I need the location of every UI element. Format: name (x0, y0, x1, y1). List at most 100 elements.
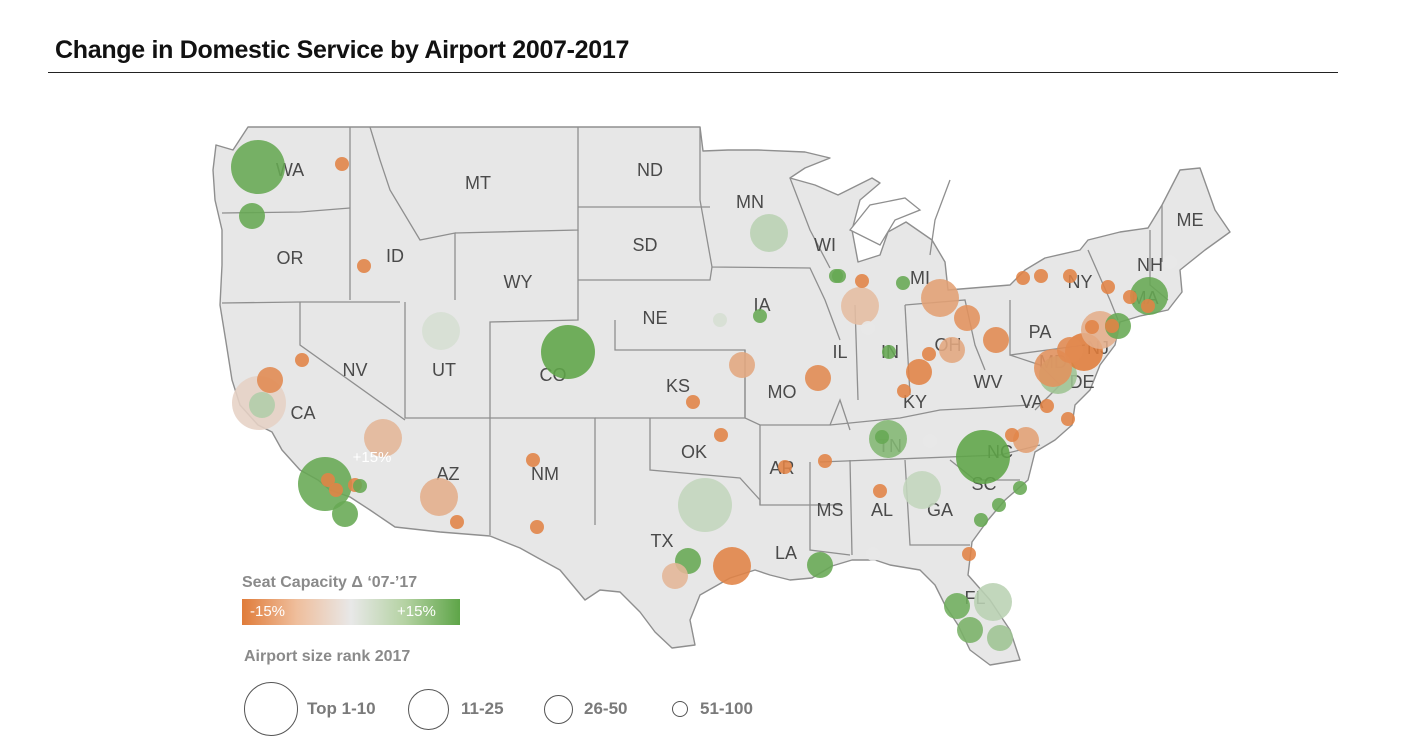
airport-bubble[interactable] (257, 367, 283, 393)
airport-bubble[interactable] (750, 214, 788, 252)
airport-bubble[interactable] (882, 345, 896, 359)
airport-bubble[interactable] (805, 365, 831, 391)
airport-bubble[interactable] (357, 259, 371, 273)
state-label-me: ME (1177, 210, 1204, 230)
airport-bubble[interactable] (420, 478, 458, 516)
airport-bubble[interactable] (332, 501, 358, 527)
airport-bubble[interactable] (903, 471, 941, 509)
airport-bubble[interactable] (364, 419, 402, 457)
airport-bubble[interactable] (983, 327, 1009, 353)
airport-bubble[interactable] (713, 547, 751, 585)
airport-bubble[interactable] (1061, 412, 1075, 426)
state-label-wi: WI (814, 235, 836, 255)
airport-bubble[interactable] (321, 473, 335, 487)
airport-bubble[interactable] (1016, 271, 1030, 285)
airport-bubble[interactable] (231, 140, 285, 194)
legend-max-label: +15% (397, 603, 436, 620)
page-title: Change in Domestic Service by Airport 20… (55, 36, 630, 64)
airport-bubble[interactable] (422, 312, 460, 350)
airport-bubble[interactable] (922, 347, 936, 361)
state-label-sd: SD (632, 235, 657, 255)
airport-bubble[interactable] (1005, 428, 1019, 442)
airport-bubble[interactable] (875, 430, 889, 444)
airport-bubble[interactable] (353, 479, 367, 493)
airport-bubble[interactable] (530, 520, 544, 534)
airport-bubble[interactable] (1123, 290, 1137, 304)
airport-bubble[interactable] (956, 430, 1010, 484)
state-label-ut: UT (432, 360, 456, 380)
airport-bubble[interactable] (329, 483, 343, 497)
size-label-11-25: 11-25 (461, 699, 504, 718)
airport-bubble[interactable] (807, 552, 833, 578)
state-label-ky: KY (903, 392, 927, 412)
airport-bubble[interactable] (541, 325, 595, 379)
state-label-id: ID (386, 246, 404, 266)
airport-bubble[interactable] (992, 498, 1006, 512)
airport-bubble[interactable] (841, 287, 879, 325)
legend-color-title: Seat Capacity Δ ‘07-’17 (242, 574, 418, 591)
airport-bubble[interactable] (239, 203, 265, 229)
airport-bubble[interactable] (957, 617, 983, 643)
airport-bubble[interactable] (987, 625, 1013, 651)
airport-bubble[interactable] (873, 484, 887, 498)
airport-bubble[interactable] (962, 547, 976, 561)
airport-bubble[interactable] (753, 309, 767, 323)
airport-bubble[interactable] (1105, 319, 1119, 333)
title-divider (48, 72, 1338, 73)
airport-bubble[interactable] (1034, 269, 1048, 283)
state-label-va: VA (1021, 392, 1044, 412)
airport-bubble[interactable] (944, 593, 970, 619)
size-label-top10: Top 1-10 (307, 699, 376, 718)
airport-bubble[interactable] (866, 547, 880, 561)
airport-bubble[interactable] (450, 515, 464, 529)
airport-bubble[interactable] (897, 384, 911, 398)
airport-bubble[interactable] (662, 563, 688, 589)
airport-bubble[interactable] (1130, 277, 1168, 315)
airport-bubble[interactable] (714, 428, 728, 442)
airport-bubble[interactable] (1057, 337, 1083, 363)
airport-bubble[interactable] (832, 269, 846, 283)
size-label-51-100: 51-100 (700, 699, 753, 718)
airport-bubble[interactable] (1163, 255, 1177, 269)
airport-bubble[interactable] (921, 279, 959, 317)
airport-bubble[interactable] (906, 359, 932, 385)
airport-bubble[interactable] (678, 478, 732, 532)
airport-bubble[interactable] (1063, 269, 1077, 283)
airport-bubble[interactable] (1085, 320, 1099, 334)
airport-bubble[interactable] (686, 395, 700, 409)
airport-bubble[interactable] (939, 337, 965, 363)
size-label-26-50: 26-50 (584, 699, 628, 718)
airport-bubble[interactable] (729, 352, 755, 378)
state-label-mt: MT (465, 173, 491, 193)
state-label-il: IL (832, 342, 847, 362)
airport-bubble[interactable] (974, 583, 1012, 621)
airport-bubble[interactable] (1013, 427, 1039, 453)
state-label-or: OR (277, 248, 304, 268)
airport-bubble[interactable] (861, 321, 875, 335)
airport-bubble[interactable] (855, 274, 869, 288)
state-label-nh: NH (1137, 255, 1163, 275)
size-circle-26-50 (544, 695, 573, 724)
airport-bubble[interactable] (1141, 299, 1155, 313)
airport-bubble[interactable] (778, 460, 792, 474)
airport-bubble[interactable] (818, 454, 832, 468)
state-label-la: LA (775, 543, 797, 563)
airport-bubble[interactable] (1101, 280, 1115, 294)
airport-bubble[interactable] (974, 513, 988, 527)
legend-color-scale (242, 599, 460, 625)
airport-bubble[interactable] (249, 392, 275, 418)
airport-bubble[interactable] (335, 157, 349, 171)
airport-bubble[interactable] (923, 434, 937, 448)
airport-bubble[interactable] (526, 453, 540, 467)
airport-bubble[interactable] (896, 276, 910, 290)
state-label-mi: MI (910, 268, 930, 288)
airport-bubble[interactable] (1040, 399, 1054, 413)
size-circle-51-100 (672, 701, 688, 717)
state-label-ks: KS (666, 376, 690, 396)
airport-bubble[interactable] (1013, 481, 1027, 495)
state-label-pa: PA (1029, 322, 1052, 342)
airport-bubble[interactable] (713, 313, 727, 327)
airport-bubble[interactable] (954, 305, 980, 331)
airport-bubble[interactable] (295, 353, 309, 367)
state-label-mn: MN (736, 192, 764, 212)
